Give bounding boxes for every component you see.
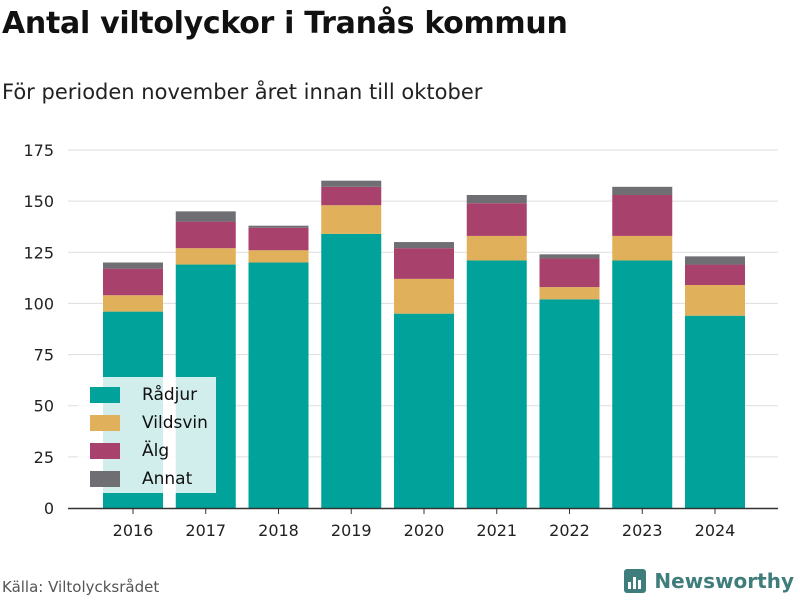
bar-segment-0-2023 — [612, 260, 673, 508]
brand-logo[interactable]: Newsworthy — [624, 569, 794, 593]
legend-item-vildsvin: Vildsvin — [90, 413, 208, 433]
legend-swatch-radjur — [90, 387, 120, 403]
bar-segment-3-2020 — [394, 242, 454, 249]
x-tick-label: 2017 — [185, 521, 226, 540]
legend-item-annat: Annat — [90, 469, 192, 489]
x-tick-label: 2022 — [549, 521, 590, 540]
bar-segment-1-2017 — [175, 248, 236, 265]
x-tick-label: 2019 — [331, 521, 372, 540]
legend-swatch-annat — [90, 471, 120, 487]
y-tick-label: 175 — [23, 141, 54, 160]
bar-segment-3-2016 — [103, 262, 163, 269]
y-tick-label: 100 — [23, 294, 54, 313]
legend-label-annat: Annat — [142, 469, 193, 489]
bar-segment-1-2024 — [685, 285, 745, 316]
legend-label-alg: Älg — [142, 441, 170, 461]
bar-segment-3-2024 — [685, 256, 745, 265]
chart-title: Antal viltolyckor i Tranås kommun — [2, 6, 568, 41]
x-tick-label: 2021 — [476, 521, 517, 540]
x-tick-label: 2020 — [404, 521, 445, 540]
legend-label-vildsvin: Vildsvin — [142, 413, 208, 433]
bar-segment-2-2024 — [685, 264, 745, 286]
bar-segment-1-2023 — [612, 235, 673, 261]
bar-segment-1-2019 — [321, 205, 382, 234]
bar-segment-2-2019 — [321, 186, 382, 206]
bar-segment-0-2019 — [321, 233, 382, 509]
bar-segment-2-2023 — [612, 195, 673, 236]
bar-segment-1-2018 — [248, 250, 309, 263]
y-axis: 0 25 50 75 100 125 150 175 — [23, 141, 54, 518]
bar-segment-2-2016 — [103, 268, 163, 296]
bar-segment-3-2021 — [466, 195, 527, 204]
bar-segment-1-2021 — [466, 235, 527, 261]
bar-segment-0-2024 — [685, 315, 745, 508]
bar-segment-3-2019 — [321, 180, 382, 187]
bar-segment-2-2017 — [175, 221, 236, 249]
y-tick-label: 50 — [34, 397, 54, 416]
y-tick-label: 25 — [34, 448, 54, 467]
y-tick-label: 125 — [23, 243, 54, 262]
bar-segment-3-2022 — [539, 254, 600, 259]
legend-item-alg: Älg — [90, 441, 169, 461]
bar-segment-1-2022 — [539, 287, 600, 300]
bar-chart-logo-icon — [624, 569, 647, 593]
legend-swatch-vildsvin — [90, 415, 120, 431]
x-tick-label: 2024 — [695, 521, 736, 540]
bar-segment-3-2017 — [175, 211, 236, 222]
bar-segment-0-2020 — [394, 313, 454, 508]
y-tick-label: 75 — [34, 346, 54, 365]
bar-segment-2-2021 — [466, 203, 527, 236]
legend-label-radjur: Rådjur — [142, 385, 198, 405]
x-tick-label: 2018 — [258, 521, 299, 540]
source-note: Källa: Viltolycksrådet — [2, 578, 160, 596]
x-tick-label: 2016 — [113, 521, 154, 540]
bar-segment-3-2018 — [248, 225, 309, 228]
bar-segment-2-2020 — [394, 248, 454, 279]
legend-swatch-alg — [90, 443, 120, 459]
x-axis: 2016 2017 2018 2019 2020 2021 2022 2023 2024 — [68, 507, 778, 540]
legend: Rådjur Vildsvin Älg Annat — [78, 377, 216, 493]
x-tick-label: 2023 — [622, 521, 663, 540]
bar-segment-0-2022 — [539, 299, 600, 508]
bar-segment-3-2023 — [612, 186, 673, 196]
brand-name: Newsworthy — [654, 569, 794, 593]
bar-segment-0-2018 — [248, 262, 309, 508]
legend-item-radjur: Rådjur — [90, 385, 197, 405]
y-tick-label: 0 — [44, 499, 54, 518]
bar-segment-2-2022 — [539, 258, 600, 288]
bar-segment-2-2018 — [248, 227, 309, 251]
bar-segment-1-2020 — [394, 278, 454, 314]
bar-segment-0-2021 — [466, 260, 527, 508]
bar-segment-1-2016 — [103, 295, 163, 312]
chart-subtitle: För perioden november året innan till ok… — [2, 80, 483, 104]
y-tick-label: 150 — [23, 192, 54, 211]
